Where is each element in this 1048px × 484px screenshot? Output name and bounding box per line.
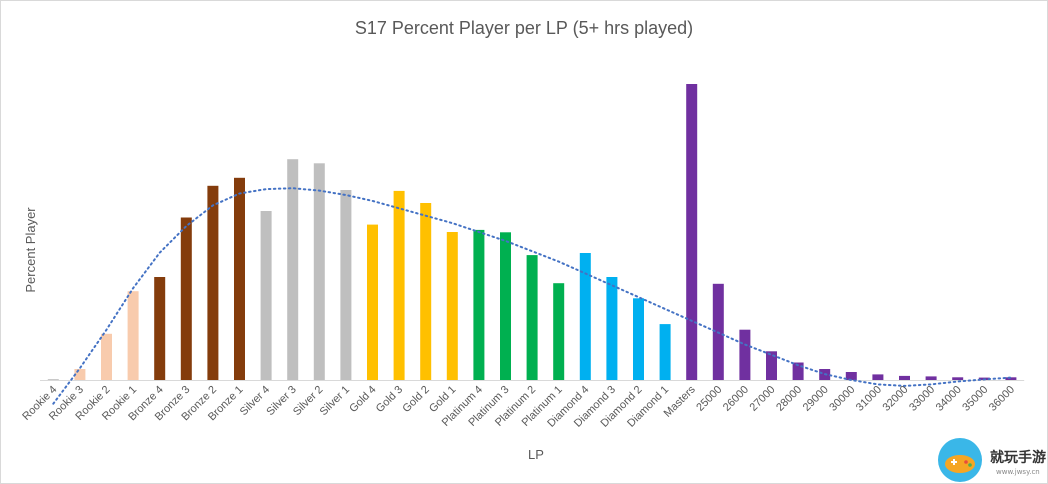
bar-diamond-1 — [659, 324, 671, 380]
bar-30000 — [845, 372, 857, 380]
x-tick-label: Silver 1 — [318, 384, 352, 418]
watermark: 就玩手游 www.jwsy.cn — [938, 438, 1046, 482]
x-tick-label: Gold 3 — [374, 384, 405, 415]
x-tick-label: 32000 — [881, 384, 911, 414]
bar-silver-3 — [287, 159, 299, 380]
bar-27000 — [766, 351, 777, 380]
watermark-url: www.jwsy.cn — [996, 468, 1040, 476]
bar-bronze-2 — [207, 185, 219, 380]
bar-silver-4 — [260, 211, 272, 380]
x-tick-label: Gold 4 — [347, 384, 378, 415]
x-tick-label: 33000 — [907, 384, 937, 414]
bar-silver-1 — [340, 190, 352, 380]
bar-28000 — [792, 362, 804, 380]
bar-26000 — [739, 329, 751, 380]
bar-rookie-3 — [74, 369, 86, 380]
bar-platinum-2 — [526, 255, 538, 380]
watermark-text: 就玩手游 — [990, 449, 1046, 466]
bars-group — [47, 84, 1017, 380]
bar-diamond-2 — [633, 298, 644, 380]
x-axis-label: LP — [528, 447, 544, 462]
bar-31000 — [872, 374, 884, 380]
bar-masters — [686, 84, 698, 380]
x-tick-label: 28000 — [774, 384, 804, 414]
x-tick-label: 26000 — [721, 384, 751, 414]
bar-rookie-2 — [101, 333, 112, 380]
x-tick-label: 35000 — [960, 384, 990, 414]
bar-gold-2 — [420, 203, 432, 380]
x-tick-label: 31000 — [854, 384, 884, 414]
bar-platinum-1 — [553, 283, 565, 380]
bar-silver-2 — [313, 163, 325, 380]
bar-gold-4 — [367, 224, 378, 380]
x-tick-label: 29000 — [801, 384, 831, 414]
bar-34000 — [952, 377, 964, 380]
bar-gold-3 — [393, 190, 405, 380]
trendline — [52, 187, 1012, 405]
bar-platinum-4 — [473, 229, 485, 380]
bar-bronze-1 — [234, 177, 245, 380]
bar-platinum-3 — [500, 232, 511, 380]
chart-title: S17 Percent Player per LP (5+ hrs played… — [355, 18, 693, 38]
bar-32000 — [899, 375, 910, 380]
x-tick-label: 36000 — [987, 384, 1017, 414]
x-tick-label: 34000 — [934, 384, 964, 414]
bar-33000 — [925, 376, 937, 380]
bar-bronze-4 — [154, 277, 166, 380]
bar-rookie-1 — [127, 291, 139, 380]
bar-bronze-3 — [180, 217, 192, 380]
x-tick-label: 27000 — [748, 384, 778, 414]
bar-diamond-4 — [579, 253, 591, 380]
bar-rookie-4 — [47, 379, 59, 380]
bar-gold-1 — [446, 232, 458, 380]
x-tick-label: 25000 — [694, 384, 724, 414]
y-axis-label: Percent Player — [23, 207, 38, 293]
bar-diamond-3 — [606, 277, 618, 380]
x-tick-label: Gold 2 — [400, 384, 431, 415]
bar-36000 — [1005, 377, 1017, 380]
gamepad-icon — [938, 438, 982, 482]
x-tick-label: 30000 — [827, 384, 857, 414]
